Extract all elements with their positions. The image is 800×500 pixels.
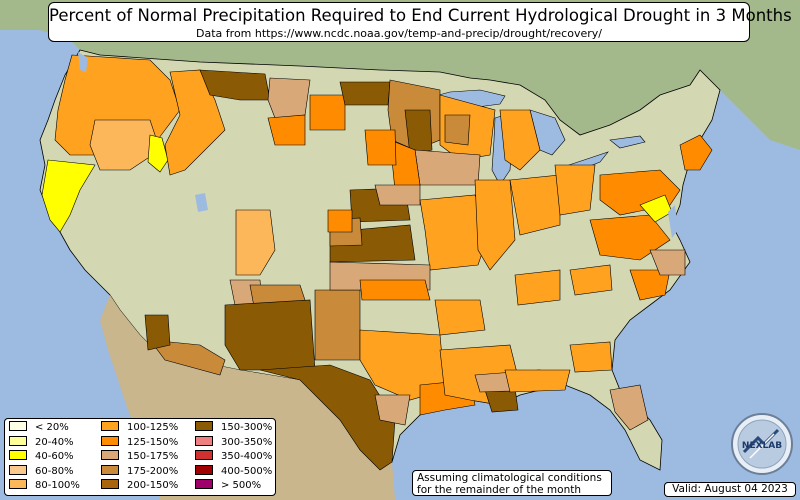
chesapeake-bay <box>668 205 678 238</box>
legend-swatch <box>101 464 119 475</box>
legend-label: 125-150% <box>127 436 179 448</box>
region-southwest-brown <box>149 339 226 376</box>
legend-swatch <box>195 479 213 489</box>
region-arkansas-orange <box>434 299 486 336</box>
legend-label: 150-175% <box>127 451 179 462</box>
puget-sound <box>78 52 88 72</box>
region-indiana-orange <box>509 174 561 236</box>
region-texas-brown <box>259 364 396 471</box>
legend-swatch <box>9 464 27 475</box>
region-arizona-dark <box>144 314 171 351</box>
legend-swatch <box>101 435 119 446</box>
region-south-dakota-orange <box>364 129 397 166</box>
assumption-note: Assuming climatological conditions for t… <box>412 470 612 496</box>
legend-label: 200-150% <box>127 480 179 491</box>
region-montana-tan <box>267 77 311 119</box>
legend-item: 150-300% <box>195 421 273 434</box>
legend-label: 150-300% <box>221 422 273 433</box>
region-texas-tan <box>374 394 411 426</box>
region-dakotas-orange <box>309 94 346 131</box>
legend-label: 300-350% <box>221 436 273 448</box>
legend-swatch <box>195 464 213 475</box>
region-nevada-utah-orange <box>235 209 276 276</box>
legend-item: 150-175% <box>101 450 179 463</box>
legend-item: 60-80% <box>9 464 74 478</box>
legend-label: > 500% <box>221 480 262 491</box>
legend-item: 100-125% <box>101 421 179 434</box>
region-iowa-tan <box>414 149 481 186</box>
legend-item: < 20% <box>9 421 69 434</box>
lake-ontario <box>609 135 646 149</box>
assumption-line-1: Assuming climatological conditions <box>417 472 602 484</box>
legend-swatch <box>9 479 27 489</box>
data-source: Data from https://www.ncdc.noaa.gov/temp… <box>196 27 602 40</box>
legend-item: 300-350% <box>195 435 273 449</box>
legend-swatch <box>195 435 213 446</box>
region-georgia-orange <box>569 341 613 373</box>
legend-item: 80-100% <box>9 479 80 492</box>
legend-swatch <box>101 479 119 489</box>
region-ohio-orange <box>554 164 596 216</box>
legend-item: 175-200% <box>101 464 179 478</box>
legend-item: 400-500% <box>195 464 273 478</box>
legend-label: 20-40% <box>35 436 74 448</box>
nexlab-logo: NEXLAB <box>731 413 793 475</box>
region-idaho-yellow <box>147 134 169 173</box>
legend-item: 20-40% <box>9 435 74 449</box>
legend-swatch <box>195 450 213 460</box>
region-oregon-light <box>89 119 161 171</box>
region-carolina-tan <box>649 249 686 276</box>
region-montana-brown <box>199 69 271 101</box>
legend-item: 125-150% <box>101 435 179 449</box>
great-salt-lake <box>195 193 208 212</box>
region-tennessee-orange <box>514 269 561 306</box>
legend-swatch <box>101 421 119 431</box>
legend-label: 175-200% <box>127 465 179 477</box>
region-wisconsin-brown <box>444 114 471 146</box>
legend-label: 80-100% <box>35 480 80 491</box>
logo-text: NEXLAB <box>742 441 782 451</box>
legend-label: 400-500% <box>221 465 273 477</box>
region-carolina-orange <box>629 269 671 301</box>
region-california-yellow <box>41 159 96 233</box>
legend-label: 40-60% <box>35 451 74 462</box>
assumption-line-2: for the remainder of the month <box>417 484 582 496</box>
map-title: Percent of Normal Precipitation Required… <box>49 6 792 25</box>
region-colorado-orange <box>327 209 353 233</box>
region-minnesota-dark <box>404 109 433 156</box>
region-missouri-orange <box>419 194 491 271</box>
region-mississippi-orange <box>504 369 571 393</box>
legend-swatch <box>9 421 27 431</box>
legend-label: < 20% <box>35 422 69 433</box>
legend-swatch <box>101 450 119 460</box>
region-illinois-orange <box>474 179 516 271</box>
drought-regions <box>41 54 713 471</box>
region-north-dakota-brown <box>339 81 391 106</box>
region-new-mexico-brown <box>224 299 316 371</box>
region-texas-panhandle-brown <box>314 289 361 361</box>
legend-item: 350-400% <box>195 450 273 463</box>
region-kentucky-orange <box>569 264 613 296</box>
region-nebraska-tan <box>374 184 421 206</box>
region-oklahoma-orange <box>359 279 431 301</box>
legend-label: 100-125% <box>127 422 179 433</box>
legend-item: 200-150% <box>101 479 179 492</box>
region-new-england-orange <box>679 134 713 171</box>
valid-date: Valid: August 04 2023 <box>664 482 796 497</box>
legend-swatch <box>195 421 213 431</box>
legend-item: 40-60% <box>9 450 74 463</box>
legend: < 20% 20-40% 40-60% 60-80% 80-100% 100-125% 12… <box>4 418 276 496</box>
title-box: Percent of Normal Precipitation Required… <box>48 2 792 42</box>
legend-label: 350-400% <box>221 451 273 462</box>
legend-swatch <box>9 435 27 446</box>
region-montana-orange <box>267 114 306 146</box>
legend-item: > 500% <box>195 479 262 492</box>
legend-label: 60-80% <box>35 465 74 477</box>
region-florida-tan <box>609 384 649 431</box>
region-michigan-orange <box>499 109 541 171</box>
legend-swatch <box>9 450 27 460</box>
